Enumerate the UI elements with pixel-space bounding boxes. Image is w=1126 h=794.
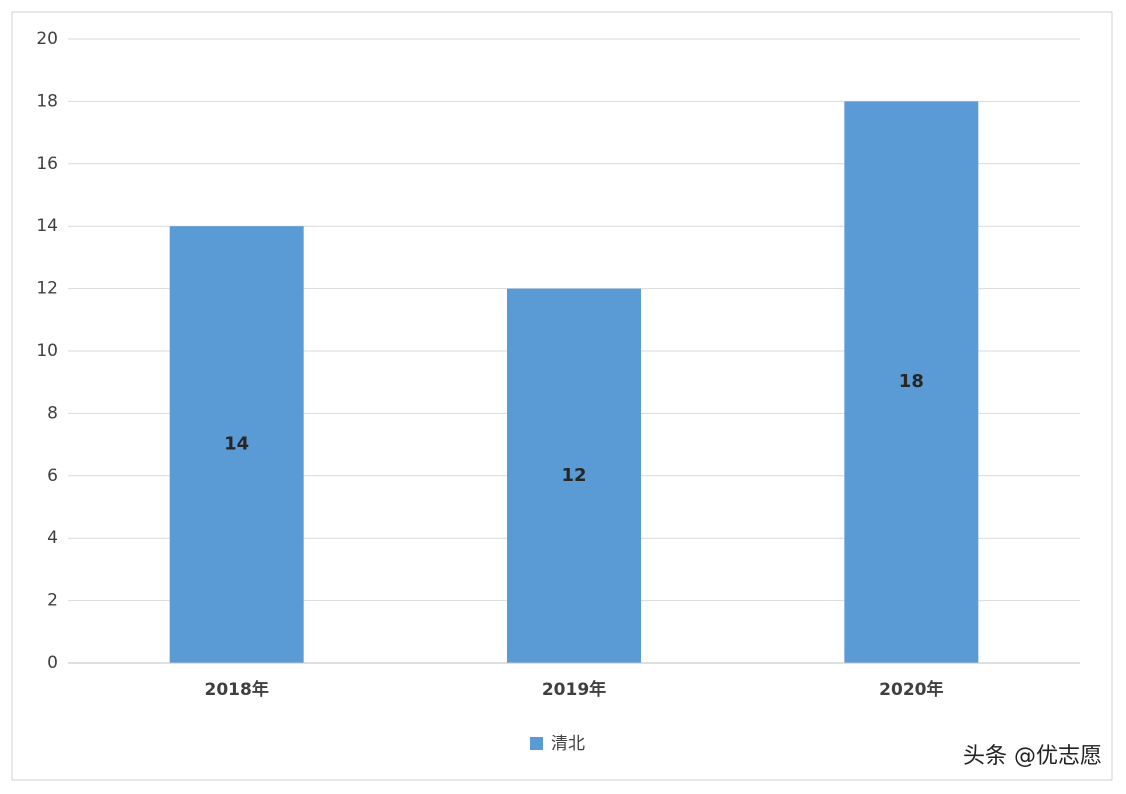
y-tick-label: 2 [47,591,58,611]
credit: 头条 @优志愿 [963,744,1102,769]
y-tick-label: 18 [36,91,58,111]
value-label: 14 [224,434,249,455]
y-tick-label: 20 [36,29,58,49]
bar [507,288,641,663]
x-tick-label: 2018年 [205,679,269,700]
y-tick-label: 10 [36,341,58,361]
y-tick-label: 16 [36,154,58,174]
x-tick-label: 2019年 [542,679,606,700]
legend-label: 清北 [551,734,585,754]
y-tick-label: 14 [36,216,58,236]
bar [844,101,979,663]
value-label: 12 [561,465,586,486]
value-label: 18 [899,371,924,392]
y-tick-label: 6 [47,466,58,486]
bar [169,226,304,663]
y-tick-label: 0 [47,653,58,673]
x-tick-label: 2020年 [879,679,943,700]
y-tick-label: 8 [47,403,58,423]
legend-swatch [530,737,543,750]
y-tick-label: 12 [36,279,58,299]
y-tick-label: 4 [47,528,58,548]
